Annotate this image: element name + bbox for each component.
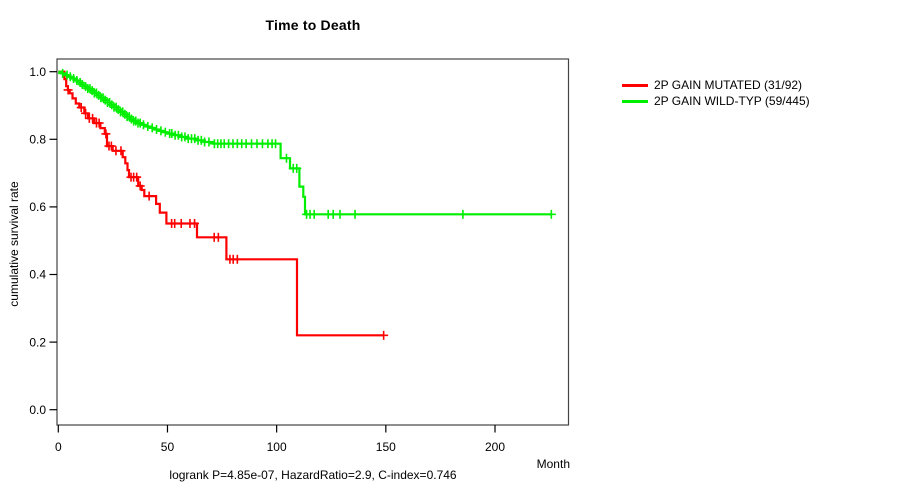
y-tick-label: 0.8 <box>29 133 46 147</box>
plot-border <box>56 58 570 426</box>
legend-line-green <box>622 99 648 103</box>
legend-label-mutated: 2P GAIN MUTATED (31/92) <box>654 78 803 92</box>
legend: 2P GAIN MUTATED (31/92) 2P GAIN WILD-TYP… <box>622 77 810 109</box>
x-tick-label: 50 <box>161 440 175 454</box>
chart-title: Time to Death <box>265 17 361 33</box>
survival-curve-wildtype <box>58 70 552 216</box>
x-tick-label: 0 <box>55 440 62 454</box>
y-tick-label: 0.4 <box>29 268 46 282</box>
y-tick-label: 0.6 <box>29 200 46 214</box>
x-tick-label: 150 <box>376 440 396 454</box>
stats-footer: logrank P=4.85e-07, HazardRatio=2.9, C-i… <box>169 468 457 482</box>
legend-item-wildtype: 2P GAIN WILD-TYP (59/445) <box>622 93 810 109</box>
x-tick-label: 100 <box>267 440 287 454</box>
survival-curve-mutated <box>58 70 384 337</box>
legend-line-red <box>622 83 648 87</box>
y-tick-label: 0.2 <box>29 335 46 349</box>
y-tick-label: 0.0 <box>29 403 46 417</box>
y-tick-label: 1.0 <box>29 65 46 79</box>
legend-label-wildtype: 2P GAIN WILD-TYP (59/445) <box>654 94 810 108</box>
legend-item-mutated: 2P GAIN MUTATED (31/92) <box>622 77 810 93</box>
x-axis-label: Month <box>536 457 570 471</box>
x-tick-label: 200 <box>485 440 505 454</box>
